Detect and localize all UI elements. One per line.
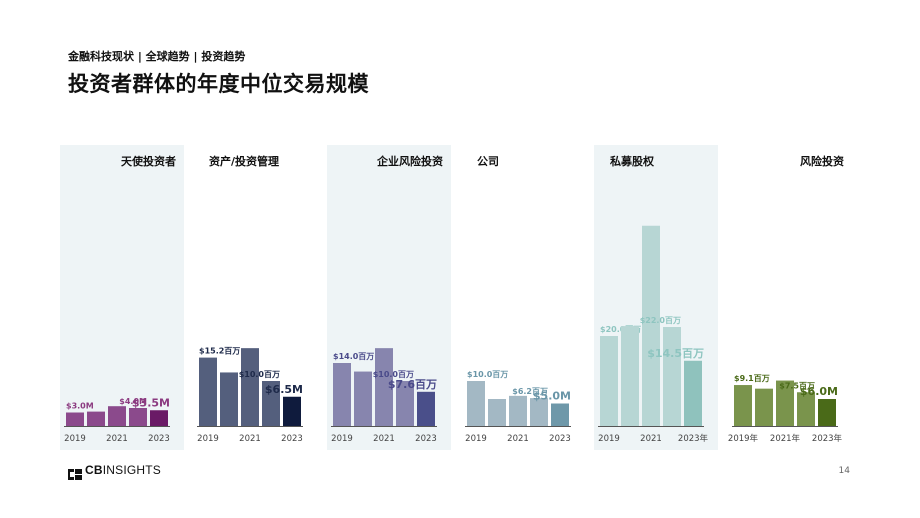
panel-title: 公司 [477,155,499,168]
data-label: $3.0M [66,402,94,411]
x-tick-label: 2019 [331,434,353,444]
bar-2020 [755,388,773,426]
bar-2023 [283,396,301,426]
bar-2020 [220,372,238,426]
panel-title: 天使投资者 [121,155,176,168]
eyebrow-breadcrumb: 金融科技现状 | 全球趋势 | 投资趋势 [68,50,246,63]
bar-2021 [509,395,527,426]
data-label: $5.0M [533,390,571,403]
bar-2022 [530,398,548,426]
bar-2022 [797,392,815,426]
panel-title: 资产/投资管理 [209,155,280,168]
bar-2020 [87,411,105,426]
bar-2022 [396,381,414,426]
data-label: $4.0M [119,397,147,406]
data-label: $20.0百万 [600,325,641,334]
data-label: $6.0M [800,385,838,398]
data-label: $10.0百万 [467,370,508,379]
panel-background [60,145,184,450]
data-label: $22.0百万 [640,316,681,325]
bar-2023 [818,399,836,426]
x-tick-label: 2023 [415,434,437,444]
bar-chart-5: $20.0百万$22.0百万 $14.5百万 2019 2021 2023年 [598,225,709,444]
x-tick-label: 2021 [106,434,128,444]
logo-text: CBINSIGHTS [85,463,162,477]
bar-chart-1: $3.0M $4.0M$3.5M 2019 2021 2023 [64,396,170,444]
bar-2020 [488,399,506,426]
bar-2021 [642,225,660,426]
data-label: $6.2百万 [512,387,548,396]
page-number: 14 [838,466,850,476]
bar-2021 [776,380,794,426]
bar-2019 [333,363,351,426]
bar-2021 [241,348,259,426]
bar-chart-2: $15.2百万 $10.0百万 $6.5M 2019 2021 2023 [197,347,303,444]
data-label: $9.1百万 [734,374,770,383]
data-label: $7.6百万 [388,378,437,391]
x-tick-label: 2021 [640,434,662,444]
data-label: $7.5百万 [779,381,815,390]
x-tick-label: 2021 [239,434,261,444]
data-label: $6.5M [265,383,303,396]
x-tick-label: 2023年 [812,433,843,444]
x-tick-label: 2019 [64,434,86,444]
x-tick-label: 2023 [549,434,571,444]
x-tick-label: 2023 [281,434,303,444]
bar-2020 [354,371,372,426]
x-tick-label: 2021 [507,434,529,444]
x-tick-label: 2019 [598,434,620,444]
x-tick-label: 2021 [373,434,395,444]
bar-2022 [129,408,147,426]
data-label: $15.2百万 [199,347,240,356]
bar-2023 [551,403,569,426]
bar-2019 [734,385,752,426]
panel-title: 私募股权 [610,155,654,168]
data-label: $14.5百万 [647,347,704,360]
x-tick-label: 2019 [197,434,219,444]
cb-logo-icon [68,465,82,480]
data-label: $10.0百万 [373,370,414,379]
bar-2022 [663,327,681,426]
bar-2022 [262,381,280,426]
page-title: 投资者群体的年度中位交易规模 [68,72,369,96]
bar-2019 [199,357,217,426]
x-tick-label: 2021年 [770,433,801,444]
bar-chart-4: $10.0百万 $6.2百万$5.0M 2019 2021 2023 [465,370,571,444]
bar-chart-6: $9.1百万 $7.5百万$6.0M 2019年 2021年 2023年 [728,374,843,444]
x-tick-label: 2023 [148,434,170,444]
bar-2019 [66,412,84,426]
data-label: $3.5M [132,396,170,409]
x-tick-label: 2019年 [728,433,759,444]
panel-title: 风险投资 [800,155,844,168]
bar-2023 [417,391,435,426]
bar-2020 [621,326,639,426]
bar-2023 [150,410,168,426]
bar-2019 [467,381,485,426]
bar-2021 [108,406,126,426]
bar-2019 [600,336,618,426]
data-label: $10.0百万 [239,370,280,379]
x-tick-label: 2019 [465,434,487,444]
bar-chart-3: $14.0百万 $10.0百万$7.6百万 2019 2021 2023 [331,348,437,444]
x-tick-label: 2023年 [678,433,709,444]
panel-title: 企业风险投资 [377,155,443,168]
bar-2023 [684,360,702,426]
data-label: $14.0百万 [333,352,374,361]
cb-insights-logo: CBINSIGHTS [68,463,162,480]
bar-2021 [375,348,393,426]
